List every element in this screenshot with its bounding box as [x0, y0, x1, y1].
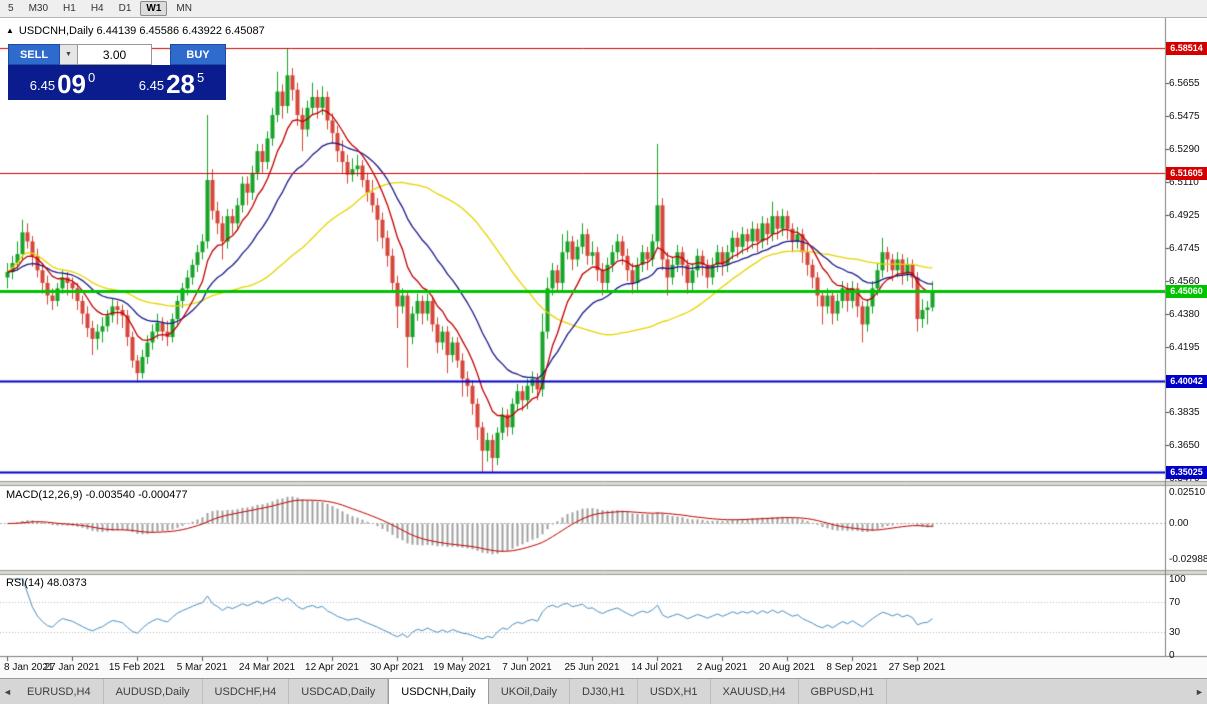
time-axis-label: 27 Sep 2021 [888, 662, 946, 673]
rsi-tick-label: 0 [1169, 650, 1175, 661]
rsi-label: RSI(14) 48.0373 [6, 577, 87, 589]
tabbar-scroll-left-icon[interactable]: ◄ [3, 686, 12, 697]
timeframe-toolbar: 5 M30 H1 H4 D1 W1 MN [0, 0, 1207, 18]
timeframe-button-w1[interactable]: W1 [140, 1, 168, 16]
time-axis-label: 5 Mar 2021 [176, 662, 228, 673]
one-click-trading-widget: SELL ▼ BUY 6.45 09 0 6.45 28 5 [8, 44, 226, 100]
time-axis-label: 20 Aug 2021 [758, 662, 816, 673]
tab-audusd-daily[interactable]: AUDUSD,Daily [104, 679, 203, 704]
macd-tick-label: 0.02510 [1169, 487, 1206, 498]
lot-dropdown-icon[interactable]: ▼ [60, 44, 78, 65]
lot-size-input[interactable] [78, 44, 152, 65]
time-axis-label: 12 Apr 2021 [305, 662, 359, 673]
tab-xauusd-h4[interactable]: XAUUSD,H4 [711, 679, 799, 704]
chart-ohlc-header: ▲ USDCNH,Daily 6.44139 6.45586 6.43922 6… [6, 25, 265, 37]
buy-price-prefix: 6.45 [138, 78, 165, 93]
time-axis-label: 30 Apr 2021 [370, 662, 424, 673]
price-line-badge: 6.58514 [1166, 42, 1207, 55]
rsi-tick-label: 30 [1169, 627, 1181, 638]
chart-tabbar: ◄ EURUSD,H4 AUDUSD,Daily USDCHF,H4 USDCAD,D… [0, 678, 1207, 704]
macd-tick-label: 0.00 [1169, 518, 1189, 529]
timeframe-button-h4[interactable]: H4 [90, 3, 104, 14]
timeframe-button-5[interactable]: 5 [8, 3, 14, 14]
buy-price-pips: 28 [166, 69, 195, 99]
price-tick-label: 6.5475 [1169, 111, 1200, 122]
time-axis-label: 19 May 2021 [433, 662, 491, 673]
tab-usdx-h1[interactable]: USDX,H1 [638, 679, 711, 704]
time-axis-label: 27 Jan 2021 [44, 662, 100, 673]
timeframe-button-m30[interactable]: M30 [28, 3, 49, 14]
tab-dj30-h1[interactable]: DJ30,H1 [570, 679, 638, 704]
price-line-badge: 6.51605 [1166, 167, 1207, 180]
time-axis-label: 2 Aug 2021 [696, 662, 748, 673]
tab-usdchf-h4[interactable]: USDCHF,H4 [203, 679, 290, 704]
price-tick-label: 6.4195 [1169, 342, 1200, 353]
tab-usdcad-daily[interactable]: USDCAD,Daily [289, 679, 389, 704]
buy-price: 6.45 28 5 [117, 65, 226, 100]
tab-ukoil-daily[interactable]: UKOil,Daily [489, 679, 571, 704]
price-tick-label: 6.5655 [1169, 78, 1200, 89]
buy-price-pipette: 5 [197, 70, 205, 85]
tabbar-scroll-right-icon[interactable]: ► [1195, 686, 1204, 697]
bid-ask-panel: 6.45 09 0 6.45 28 5 [8, 65, 226, 100]
price-tick-label: 6.3650 [1169, 440, 1200, 451]
sell-price-prefix: 6.45 [29, 78, 56, 93]
chart-ohlc-text: USDCNH,Daily 6.44139 6.45586 6.43922 6.4… [18, 25, 265, 37]
buy-button[interactable]: BUY [170, 44, 226, 65]
timeframe-button-mn[interactable]: MN [176, 3, 192, 14]
tab-gbpusd-h1[interactable]: GBPUSD,H1 [799, 679, 888, 704]
time-axis-label: 8 Jan 2021 [4, 662, 54, 673]
macd-label: MACD(12,26,9) -0.003540 -0.000477 [6, 489, 188, 501]
price-tick-label: 6.5110 [1169, 177, 1199, 188]
time-axis-label: 24 Mar 2021 [238, 662, 296, 673]
sell-price: 6.45 09 0 [8, 65, 117, 100]
tab-usdcnh-daily[interactable]: USDCNH,Daily [388, 679, 489, 704]
price-tick-label: 6.3835 [1169, 407, 1200, 418]
price-tick-label: 6.4380 [1169, 309, 1200, 320]
price-tick-label: 6.4745 [1169, 243, 1200, 254]
price-line-badge: 6.45060 [1166, 285, 1207, 298]
timeframe-button-d1[interactable]: D1 [118, 3, 132, 14]
rsi-tick-label: 100 [1169, 574, 1186, 585]
time-axis-label: 8 Sep 2021 [826, 662, 878, 673]
price-line-badge: 6.35025 [1166, 466, 1207, 479]
price-tick-label: 6.4560 [1169, 276, 1200, 287]
time-axis-label: 14 Jul 2021 [631, 662, 683, 673]
chart-marker-icon: ▲ [6, 25, 14, 35]
time-axis-label: 7 Jun 2021 [502, 662, 552, 673]
timeframe-button-h1[interactable]: H1 [63, 3, 76, 14]
time-axis-label: 25 Jun 2021 [564, 662, 620, 673]
time-axis-label: 15 Feb 2021 [108, 662, 166, 673]
rsi-tick-label: 70 [1169, 597, 1181, 608]
sell-price-pips: 09 [57, 69, 86, 99]
sell-price-pipette: 0 [88, 70, 96, 85]
macd-tick-label: -0.02988 [1169, 554, 1207, 565]
sell-button[interactable]: SELL [8, 44, 60, 65]
chart-region: ▲ USDCNH,Daily 6.44139 6.45586 6.43922 6… [0, 18, 1207, 678]
price-line-badge: 6.40042 [1166, 375, 1207, 388]
price-tick-label: 6.4925 [1169, 210, 1200, 221]
price-tick-label: 6.5290 [1169, 144, 1200, 155]
price-chart-canvas[interactable] [0, 18, 1207, 678]
tab-eurusd-h4[interactable]: EURUSD,H4 [15, 679, 104, 704]
